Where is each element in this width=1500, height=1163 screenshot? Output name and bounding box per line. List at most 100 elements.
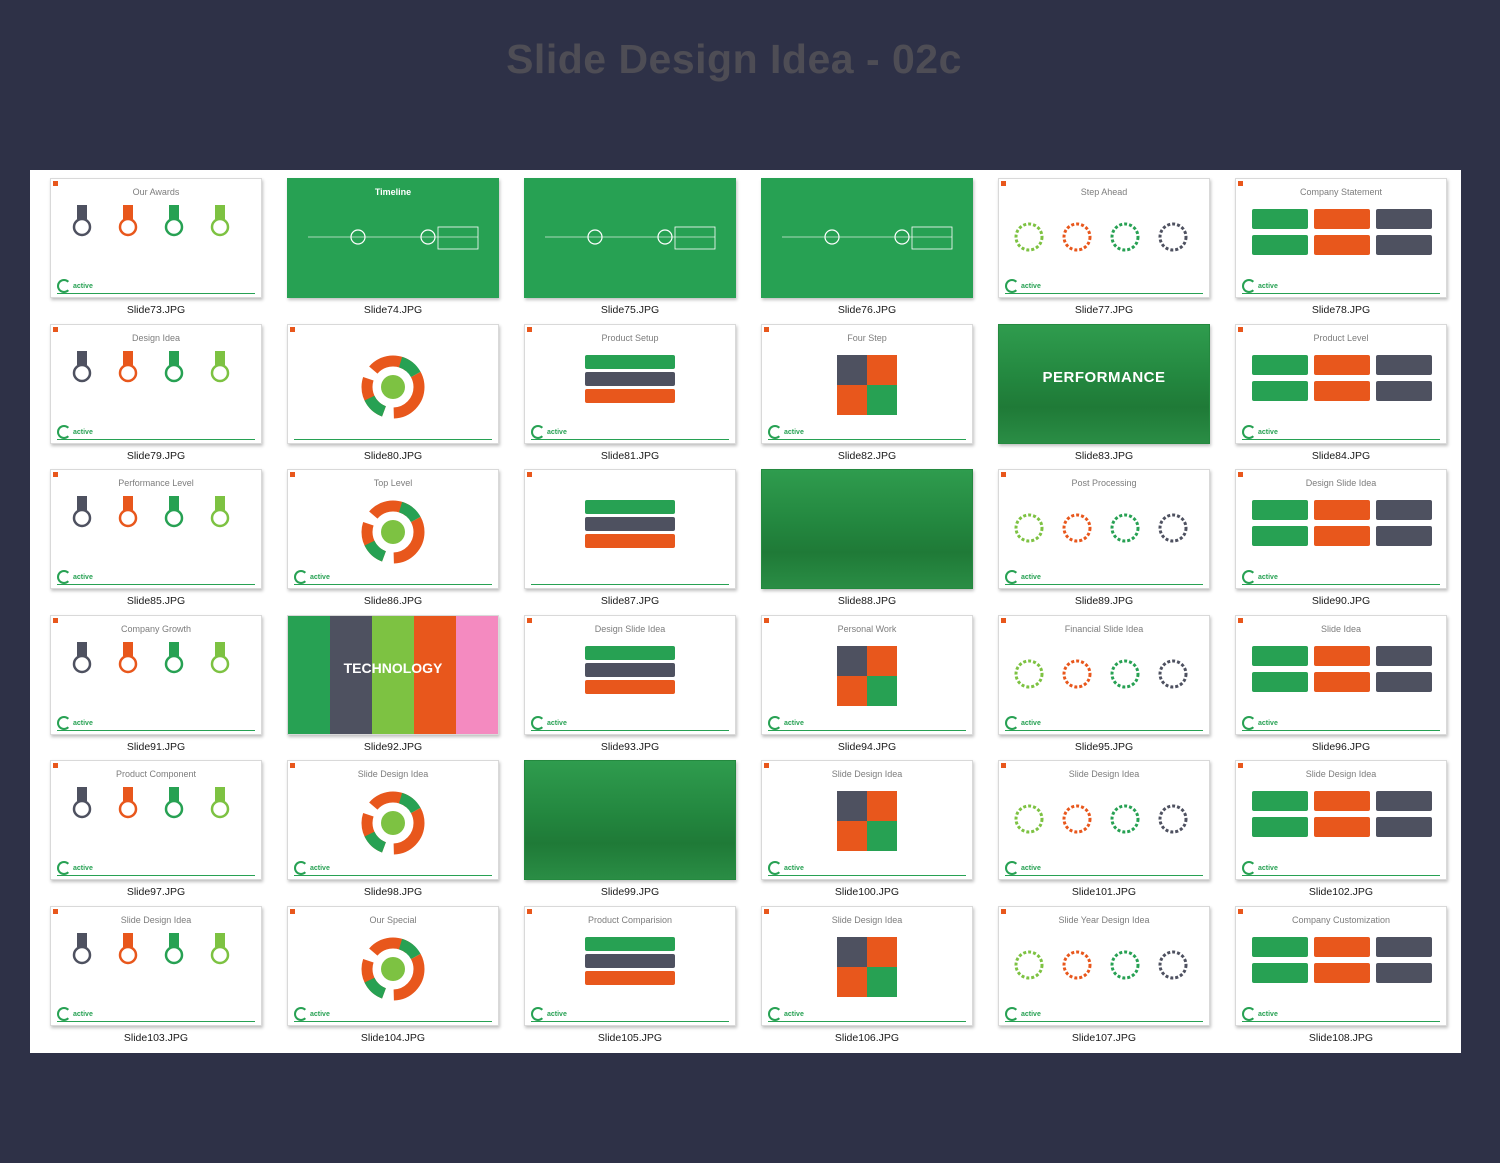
slide-thumbnail[interactable]: Slide Design Idea active Slide100.JPG: [761, 760, 973, 902]
slide-thumbnail[interactable]: Product Level active Slide84.JPG: [1235, 323, 1447, 466]
footer-line: [57, 584, 255, 586]
file-name: Slide102.JPG: [1308, 886, 1374, 899]
slide-preview: Slide Design Idea active: [761, 760, 973, 881]
slide-preview: Product Component active: [50, 760, 262, 881]
slide-thumbnail[interactable]: Slide Design Idea active Slide103.JPG: [50, 906, 262, 1048]
slide-artwork: [837, 354, 897, 415]
brand-logo: active: [294, 1007, 330, 1021]
slide-thumbnail[interactable]: Slide Design Idea active Slide98.JPG: [287, 760, 499, 902]
slide-thumbnail[interactable]: Company Statement active Slide78.JPG: [1235, 178, 1447, 320]
slide-thumbnail[interactable]: Top Level active Slide86.JPG: [287, 469, 499, 611]
slide-thumbnail[interactable]: Step Ahead active Slide77.JPG: [998, 178, 1210, 320]
file-name: Slide92.JPG: [363, 740, 423, 753]
slide-thumbnail[interactable]: Slide Year Design Idea active Slide107.JPG: [998, 906, 1210, 1048]
slide-preview: Our Special active: [287, 906, 499, 1026]
slide-thumbnail[interactable]: Company Customization active Slide108.JPG: [1235, 906, 1447, 1048]
slide-thumbnail[interactable]: Product Component active Slide97.JPG: [50, 760, 262, 902]
slide-thumbnail[interactable]: Slide Design Idea active Slide101.JPG: [998, 760, 1210, 902]
slide-thumbnail[interactable]: Slide Idea active Slide96.JPG: [1235, 614, 1447, 757]
brand-logo: active: [1242, 279, 1278, 293]
slide-artwork: [585, 500, 675, 549]
slide-thumbnail[interactable]: Company Growth active Slide91.JPG: [50, 614, 262, 757]
slide-preview: [761, 178, 973, 298]
footer-line: [1242, 729, 1440, 731]
brand-logo: active: [1242, 570, 1278, 584]
slide-preview: [524, 469, 736, 590]
brand-logo: active: [768, 1007, 804, 1021]
brand-logo: active: [57, 425, 93, 439]
file-name: Slide103.JPG: [123, 1032, 189, 1044]
brand-logo: active: [57, 570, 93, 584]
slide-thumbnail[interactable]: Slide Design Idea active Slide102.JPG: [1235, 760, 1447, 902]
corner-marker: [1238, 472, 1243, 478]
brand-logo: active: [768, 425, 804, 439]
corner-marker: [1001, 472, 1006, 478]
slide-preview: Four Step active: [761, 323, 973, 444]
slide-preview: Slide Year Design Idea active: [998, 906, 1210, 1026]
slide-preview: Personal Work active: [761, 614, 973, 735]
slide-thumbnail[interactable]: TECHNOLOGY Slide92.JPG: [287, 614, 499, 757]
corner-marker: [290, 909, 295, 914]
slide-title: Product Component: [115, 769, 197, 780]
slide-title: Step Ahead: [1080, 187, 1128, 197]
footer-line: [768, 438, 966, 440]
slide-title: Company Customization: [1291, 915, 1391, 925]
slide-thumbnail[interactable]: Four Step active Slide82.JPG: [761, 323, 973, 466]
slide-thumbnail[interactable]: Product Setup active Slide81.JPG: [524, 323, 736, 466]
corner-marker: [764, 617, 769, 623]
slide-thumbnail[interactable]: Post Processing active Slide89.JPG: [998, 469, 1210, 611]
slide-artwork: [72, 496, 230, 528]
file-name: Slide105.JPG: [597, 1032, 663, 1044]
footer-line: [294, 438, 492, 440]
slide-thumbnail[interactable]: Slide87.JPG: [524, 469, 736, 611]
thumbnail-panel: Our Awards active Slide73.JPG Timeline Slide…: [30, 170, 1461, 1053]
file-name: Slide74.JPG: [363, 304, 423, 316]
slide-title: Design Slide Idea: [594, 623, 666, 634]
slide-thumbnail[interactable]: Timeline Slide74.JPG: [287, 178, 499, 320]
slide-thumbnail[interactable]: Our Awards active Slide73.JPG: [50, 178, 262, 320]
slide-thumbnail[interactable]: Design Slide Idea active Slide93.JPG: [524, 614, 736, 757]
corner-marker: [764, 763, 769, 769]
slide-title: Company Statement: [1299, 187, 1383, 197]
slide-title: Post Processing: [1071, 478, 1137, 489]
slide-thumbnail[interactable]: Slide Design Idea active Slide106.JPG: [761, 906, 973, 1048]
brand-logo: active: [57, 1007, 93, 1021]
slide-thumbnail[interactable]: Our Special active Slide104.JPG: [287, 906, 499, 1048]
slide-thumbnail[interactable]: PERFORMANCE Slide83.JPG: [998, 323, 1210, 466]
brand-logo: active: [57, 716, 93, 730]
footer-line: [531, 729, 729, 731]
slide-thumbnail[interactable]: Slide99.JPG: [524, 760, 736, 902]
slide-preview: Product Comparision active: [524, 906, 736, 1026]
brand-logo: active: [1242, 1007, 1278, 1021]
slide-artwork: [762, 470, 972, 588]
file-name: Slide82.JPG: [837, 449, 897, 462]
slide-artwork: [585, 645, 675, 694]
footer-line: [1005, 1021, 1203, 1022]
corner-marker: [1238, 909, 1243, 914]
slide-thumbnail[interactable]: Slide75.JPG: [524, 178, 736, 320]
file-name: Slide78.JPG: [1311, 304, 1371, 316]
slide-title: Slide Year Design Idea: [1058, 915, 1150, 925]
slide-thumbnail[interactable]: Design Idea active Slide79.JPG: [50, 323, 262, 466]
slide-artwork: [1252, 500, 1432, 547]
slide-thumbnail[interactable]: Slide88.JPG: [761, 469, 973, 611]
slide-thumbnail[interactable]: Slide80.JPG: [287, 323, 499, 466]
slide-thumbnail[interactable]: Design Slide Idea active Slide90.JPG: [1235, 469, 1447, 611]
footer-line: [1005, 875, 1203, 877]
slide-thumbnail[interactable]: Product Comparision active Slide105.JPG: [524, 906, 736, 1048]
file-name: Slide99.JPG: [600, 886, 660, 899]
brand-logo: active: [1005, 279, 1041, 293]
brand-logo: active: [1242, 425, 1278, 439]
slide-preview: Slide Idea active: [1235, 614, 1447, 735]
brand-logo: active: [57, 279, 93, 293]
slide-preview: Slide Design Idea active: [998, 760, 1210, 881]
slide-artwork: [1014, 804, 1188, 834]
slide-thumbnail[interactable]: Personal Work active Slide94.JPG: [761, 614, 973, 757]
slide-thumbnail[interactable]: Performance Level active Slide85.JPG: [50, 469, 262, 611]
brand-logo: active: [294, 861, 330, 875]
footer-line: [768, 729, 966, 731]
slide-thumbnail[interactable]: Financial Slide Idea active Slide95.JPG: [998, 614, 1210, 757]
corner-marker: [53, 763, 58, 769]
slide-artwork: [361, 500, 425, 564]
slide-thumbnail[interactable]: Slide76.JPG: [761, 178, 973, 320]
